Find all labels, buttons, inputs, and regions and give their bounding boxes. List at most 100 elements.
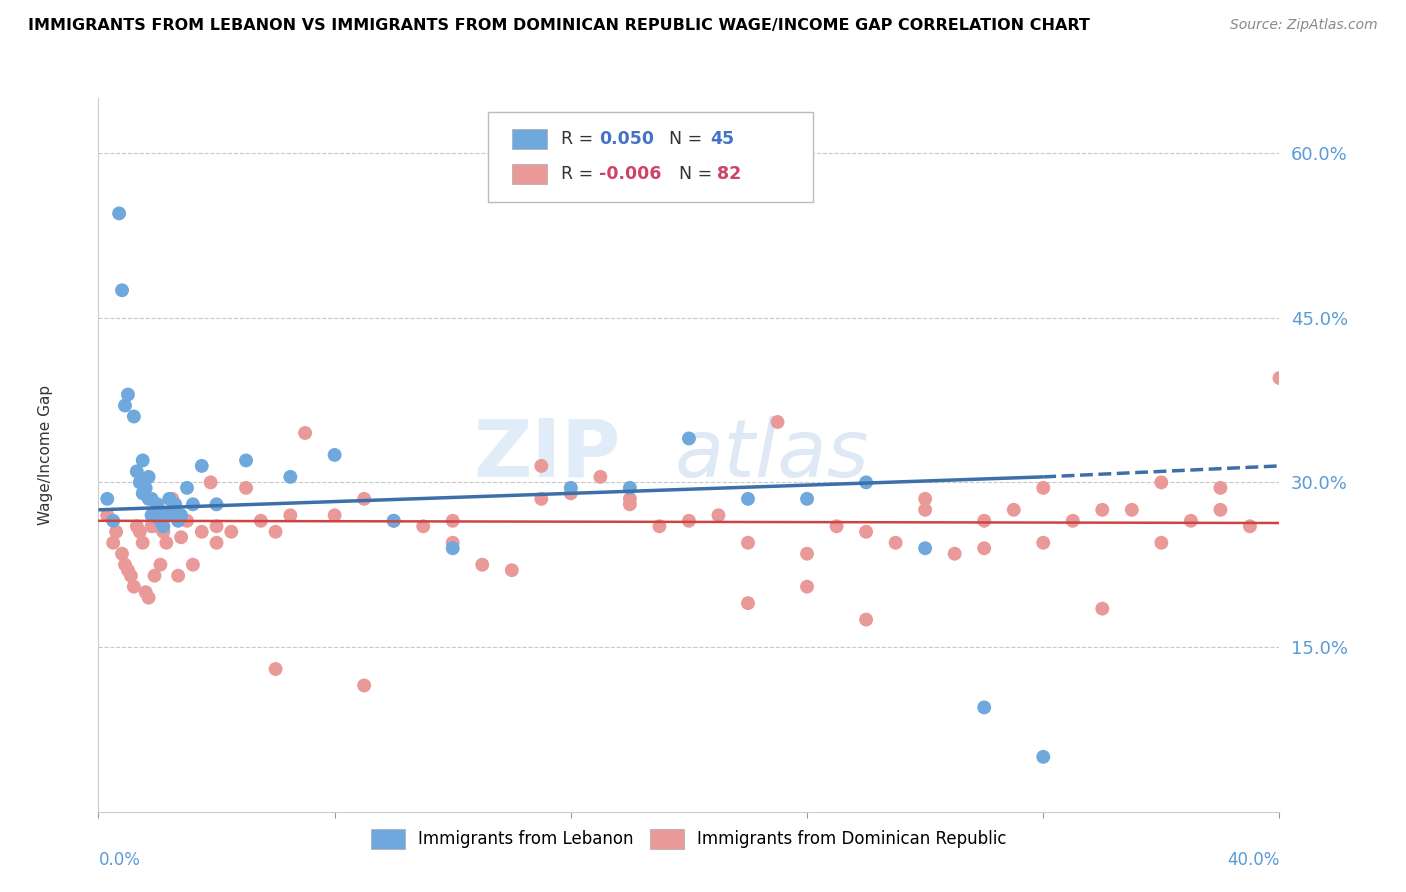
Point xyxy=(441,535,464,549)
Point xyxy=(250,514,273,528)
Point xyxy=(111,283,134,297)
Point xyxy=(155,535,177,549)
Point xyxy=(122,409,145,424)
Point xyxy=(181,497,204,511)
Point xyxy=(264,662,287,676)
Point xyxy=(560,481,582,495)
Point xyxy=(135,585,157,599)
Text: -0.006: -0.006 xyxy=(599,166,662,184)
Point xyxy=(152,524,174,539)
Point xyxy=(138,470,160,484)
Point xyxy=(323,448,346,462)
Point xyxy=(111,547,134,561)
Point xyxy=(117,387,139,401)
Point xyxy=(766,415,789,429)
Point xyxy=(1091,503,1114,517)
Bar xyxy=(512,128,547,149)
Point xyxy=(114,558,136,572)
Point xyxy=(914,491,936,506)
Point xyxy=(105,524,128,539)
Point xyxy=(103,535,125,549)
Text: 40.0%: 40.0% xyxy=(1227,851,1279,869)
Point xyxy=(143,568,166,582)
Point xyxy=(132,453,155,467)
FancyBboxPatch shape xyxy=(488,112,813,202)
Point xyxy=(141,508,163,523)
Point xyxy=(678,514,700,528)
Bar xyxy=(512,164,547,185)
Point xyxy=(530,458,553,473)
Point xyxy=(191,524,214,539)
Point xyxy=(205,519,228,533)
Point xyxy=(323,508,346,523)
Point xyxy=(170,530,193,544)
Point xyxy=(796,580,818,594)
Point xyxy=(501,563,523,577)
Point xyxy=(200,475,222,490)
Point xyxy=(219,524,242,539)
Point xyxy=(382,514,405,528)
Point xyxy=(441,514,464,528)
Point xyxy=(146,519,169,533)
Point xyxy=(128,524,150,539)
Text: 0.0%: 0.0% xyxy=(98,851,141,869)
Point xyxy=(205,535,228,549)
Point xyxy=(141,491,163,506)
Point xyxy=(278,470,302,484)
Point xyxy=(1209,481,1232,495)
Point xyxy=(1268,371,1291,385)
Point xyxy=(1091,601,1114,615)
Point xyxy=(191,458,214,473)
Point xyxy=(125,464,148,478)
Point xyxy=(181,558,204,572)
Point xyxy=(648,519,671,533)
Point xyxy=(152,519,174,533)
Point xyxy=(103,514,125,528)
Point xyxy=(155,508,177,523)
Point xyxy=(149,558,172,572)
Point xyxy=(973,700,995,714)
Point xyxy=(170,508,193,523)
Point xyxy=(167,514,190,528)
Text: atlas: atlas xyxy=(675,416,869,494)
Point xyxy=(737,491,759,506)
Point xyxy=(1002,503,1025,517)
Point xyxy=(412,519,434,533)
Point xyxy=(146,508,169,523)
Point xyxy=(146,503,169,517)
Point xyxy=(353,678,375,692)
Point xyxy=(176,514,198,528)
Point xyxy=(884,535,907,549)
Point xyxy=(96,508,118,523)
Point xyxy=(855,524,877,539)
Point xyxy=(1150,475,1173,490)
Point xyxy=(141,519,163,533)
Text: Wage/Income Gap: Wage/Income Gap xyxy=(38,384,53,525)
Text: ZIP: ZIP xyxy=(474,416,621,494)
Point xyxy=(120,568,142,582)
Point xyxy=(1032,535,1054,549)
Text: N =: N = xyxy=(658,130,709,148)
Text: 0.050: 0.050 xyxy=(599,130,654,148)
Point xyxy=(108,206,131,220)
Point xyxy=(707,508,730,523)
Point xyxy=(294,425,316,440)
Point xyxy=(530,491,553,506)
Point xyxy=(1180,514,1202,528)
Point xyxy=(796,491,818,506)
Point xyxy=(205,497,228,511)
Point xyxy=(914,503,936,517)
Legend: Immigrants from Lebanon, Immigrants from Dominican Republic: Immigrants from Lebanon, Immigrants from… xyxy=(363,821,1015,857)
Point xyxy=(162,503,183,517)
Text: R =: R = xyxy=(561,166,599,184)
Point xyxy=(176,481,198,495)
Point xyxy=(1239,519,1261,533)
Point xyxy=(737,535,759,549)
Text: R =: R = xyxy=(561,130,599,148)
Point xyxy=(678,432,700,446)
Point xyxy=(146,497,169,511)
Point xyxy=(441,541,464,556)
Point xyxy=(114,399,136,413)
Point xyxy=(157,491,180,506)
Point xyxy=(132,486,155,500)
